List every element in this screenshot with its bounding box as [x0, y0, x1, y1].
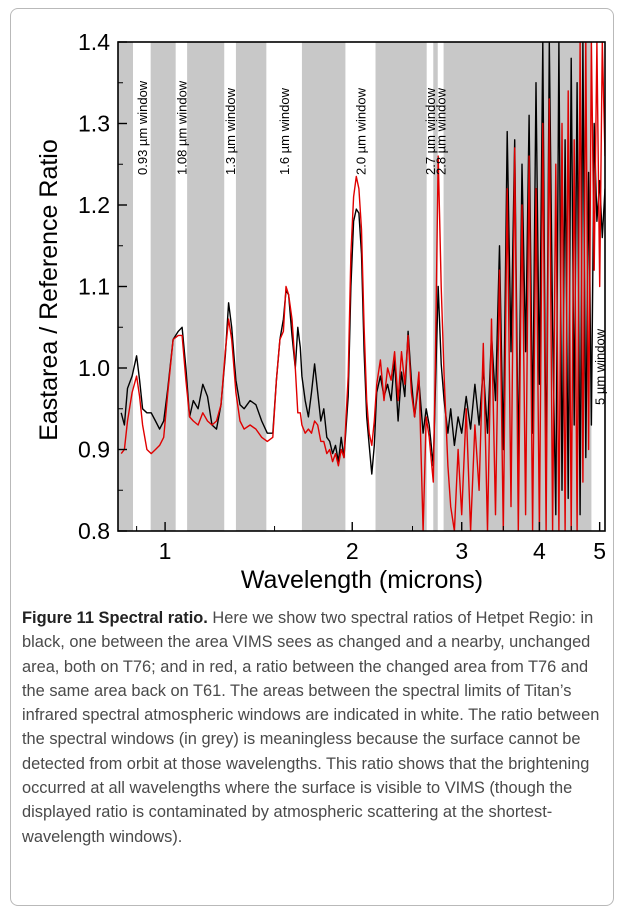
spectral-window-band — [133, 42, 151, 531]
y-tick-label: 1.1 — [78, 274, 110, 300]
y-tick-label: 1.0 — [78, 355, 110, 381]
window-label: 1.08 µm window — [174, 80, 189, 175]
y-axis-label: Eastarea / Reference Ratio — [35, 139, 63, 441]
window-label: 1.6 µm window — [277, 87, 292, 175]
ratio-series-red — [120, 42, 605, 531]
y-tick-label: 0.9 — [78, 437, 110, 463]
y-tick-label: 1.4 — [78, 29, 110, 55]
x-tick-label: 3 — [455, 538, 468, 564]
window-label: 2.7 µm window — [423, 87, 438, 175]
y-tick-label: 1.2 — [78, 192, 110, 218]
spectral-window-band — [266, 42, 302, 531]
spectral-window-band — [224, 42, 236, 531]
figure-label: Figure 11 — [22, 609, 94, 627]
figure-caption: Figure 11 Spectral ratio. Here we show t… — [22, 606, 607, 849]
spectral-window-band — [426, 42, 434, 531]
figure-title: Spectral ratio. — [98, 609, 208, 627]
window-label: 2.0 µm window — [354, 87, 369, 175]
x-tick-label: 1 — [159, 538, 172, 564]
x-axis-label: Wavelength (microns) — [241, 566, 483, 594]
y-tick-label: 0.8 — [78, 518, 110, 544]
caption-text: Here we show two spectral ratios of Hetp… — [22, 609, 600, 846]
spectral-ratio-chart: 0.93 µm window 1.08 µm window 1.3 µm windo… — [35, 29, 607, 594]
x-tick-label: 5 — [593, 538, 606, 564]
spectral-window-band — [175, 42, 188, 531]
ratio-series-black — [120, 42, 605, 516]
window-label: 0.93 µm window — [135, 80, 150, 175]
window-label: 1.3 µm window — [223, 87, 238, 175]
y-tick-label: 1.3 — [78, 111, 110, 137]
x-tick-label: 2 — [346, 538, 359, 564]
window-label: 2.8 µm window — [434, 87, 449, 175]
window-label: 5 µm window — [592, 328, 607, 405]
x-tick-label: 4 — [533, 538, 546, 564]
